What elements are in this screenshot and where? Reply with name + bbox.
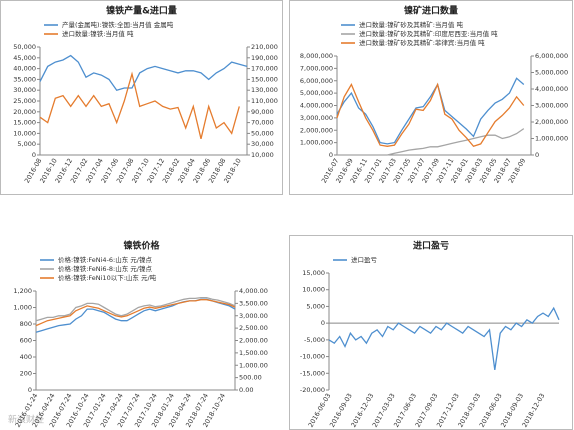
y2-tick-label: 1,500.00 [239,349,268,357]
y-tick-label: 45,000 [13,54,36,62]
y2-tick-label: 30,000 [251,140,274,148]
y2-tick-label: 4,000,000 [535,85,568,93]
legend-label: 进口数量:镍铁:当月值 吨 [62,29,134,38]
y-tick-label: 0 [329,151,333,159]
y2-tick-label: 3,000.00 [239,312,268,320]
y-tick-label: 15,000 [13,119,36,127]
y2-tick-label: 150,000 [251,75,278,83]
series-line [35,299,236,327]
y-tick-label: 1,000,000 [300,139,333,147]
y2-tick-label: 3,500.00 [239,299,268,307]
y-tick-label: -10,000 [300,353,325,361]
watermark: 新浪财经 [8,414,44,426]
y-tick-label: 15,000 [302,269,325,277]
series-line [337,128,525,156]
y2-tick-label: 70,000 [251,119,274,127]
chart-title: 镍矿进口数量 [404,5,458,17]
y-tick-label: 8,000,000 [300,52,333,60]
panel-frame [0,0,283,195]
y-tick-label: 3,000,000 [300,114,333,122]
y-tick-label: 4,000,000 [300,102,333,110]
y-tick-label: 10,000 [302,286,325,294]
y2-tick-label: 90,000 [251,108,274,116]
chart-title: 进口盈亏 [413,240,449,252]
y2-tick-label: 0 [535,151,539,159]
y2-tick-label: 210,000 [251,43,278,51]
y-tick-label: 600 [20,337,32,345]
series-line [39,71,240,139]
y2-tick-label: 2,000,000 [535,118,568,126]
y-tick-label: 5,000 [17,140,36,148]
x-tick-label: 2018-12-03 [521,392,547,429]
y2-tick-label: 0.00 [239,386,253,394]
y2-tick-label: 500.00 [239,374,262,382]
y-tick-label: 5,000,000 [300,89,333,97]
y2-tick-label: 2,500.00 [239,324,268,332]
legend-label: 进口盈亏 [351,256,378,264]
y-tick-label: 50,000 [13,43,36,51]
series-line [328,306,560,370]
y2-tick-label: 1,000.00 [239,361,268,369]
y-tick-label: 0 [321,319,325,327]
y2-tick-label: 50,000 [251,129,274,137]
legend-label: 价格:镍铁:FeNi10以下:山东 元/吨 [58,273,157,282]
y-tick-label: -15,000 [300,369,325,377]
y-tick-label: 35,000 [13,75,36,83]
y2-tick-label: 6,000,000 [535,52,568,60]
y-tick-label: 0 [28,386,32,394]
legend-label: 价格:镍铁:FeNi4-6:山东 元/镍点 [58,255,152,264]
y-tick-label: 400 [20,353,32,361]
y-tick-label: 40,000 [13,65,36,73]
y2-tick-label: 3,000,000 [535,102,568,110]
series-line [336,77,525,145]
y-tick-label: -20,000 [300,386,325,394]
y2-tick-label: 1,000,000 [535,135,568,143]
y-tick-label: 0 [32,151,36,159]
chart-title: 镍铁产量&进口量 [106,5,177,17]
y-tick-label: 1,200 [13,287,32,295]
y2-tick-label: 2,000.00 [239,337,268,345]
chart-title: 镍铁价格 [123,240,160,252]
y2-tick-label: 190,000 [251,54,278,62]
y-tick-label: 6,000,000 [300,77,333,85]
series-line [39,54,248,91]
y-tick-label: 800 [20,320,32,328]
legend-label: 进口数量:镍矿砂及其精矿:当月值 吨 [359,20,463,29]
legend-label: 价格:镍铁:FeNi6-8:山东 元/镍点 [58,264,152,273]
y-tick-label: 25,000 [13,97,36,105]
y-tick-label: 20,000 [13,108,36,116]
y-tick-label: 5,000 [306,302,325,310]
y-tick-label: 1,000 [13,304,32,312]
y-tick-label: 30,000 [13,86,36,94]
legend-label: 进口数量:镍矿砂及其精矿:印度尼西亚:当月值 吨 [359,29,498,38]
y2-tick-label: 4,000.00 [239,287,268,295]
y2-tick-label: 130,000 [251,86,278,94]
legend-label: 进口数量:镍矿砂及其精矿:菲律宾:当月值 吨 [359,38,485,47]
y-tick-label: 7,000,000 [300,64,333,72]
panel-frame [289,0,573,195]
series-line [336,82,525,148]
y-tick-label: 2,000,000 [300,126,333,134]
y2-tick-label: 10,000 [251,151,274,159]
y-tick-label: 10,000 [13,129,36,137]
y2-tick-label: 170,000 [251,65,278,73]
y2-tick-label: 110,000 [251,97,278,105]
series-line [35,296,236,322]
legend-label: 产量(金属吨):镍铁:全国:当月值 金属吨 [62,20,174,29]
y-tick-label: -5,000 [304,336,325,344]
y-tick-label: 200 [20,370,32,378]
y2-tick-label: 5,000,000 [535,69,568,77]
